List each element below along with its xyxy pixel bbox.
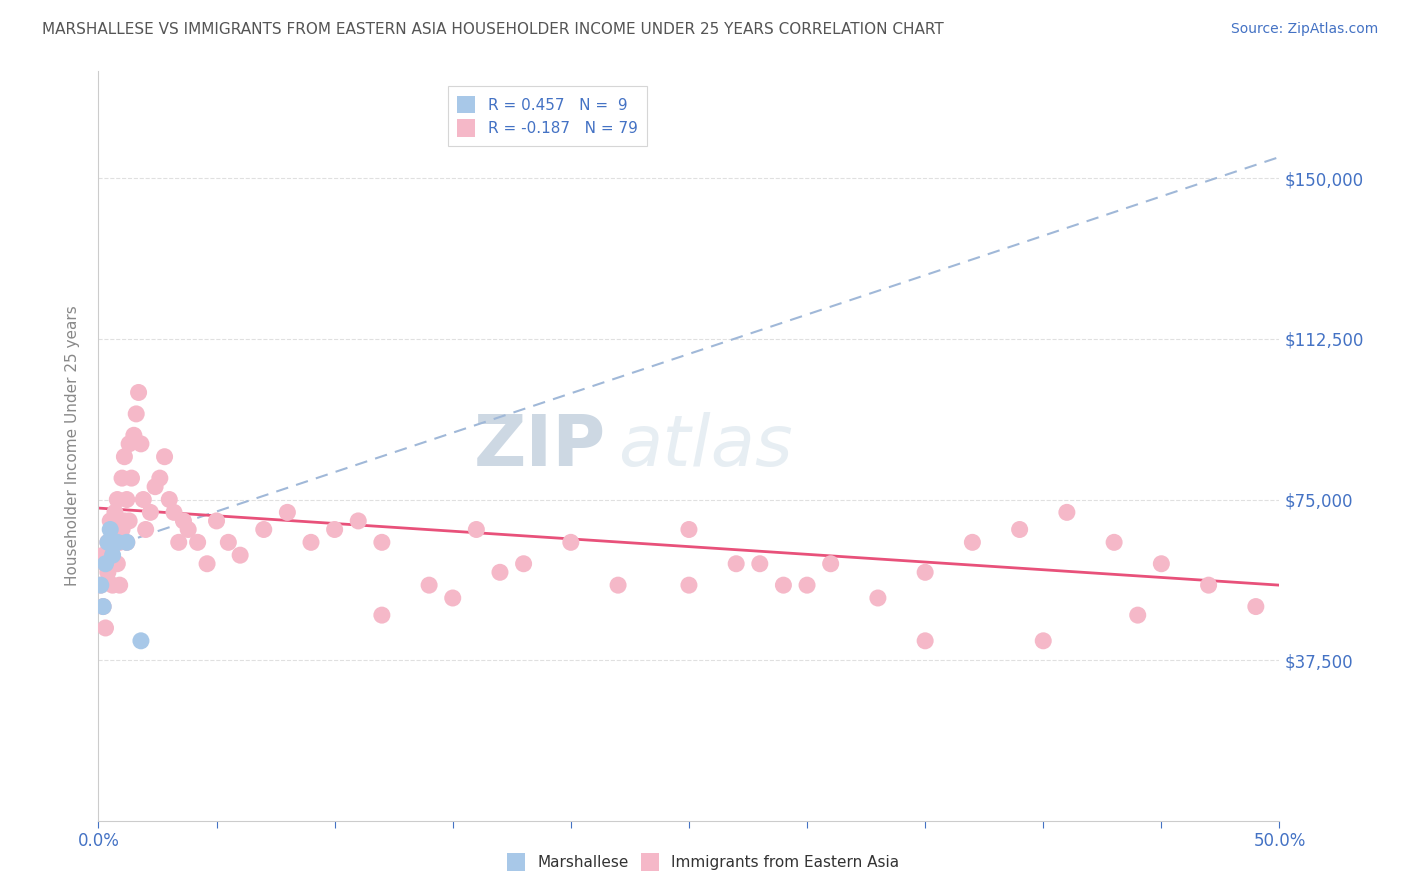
Point <box>129 633 152 648</box>
Point <box>229 548 252 562</box>
Point <box>157 492 180 507</box>
Point <box>253 523 276 537</box>
Point <box>135 523 157 537</box>
Point <box>98 514 121 528</box>
Point <box>1102 535 1125 549</box>
Point <box>167 535 190 549</box>
Point <box>90 578 112 592</box>
Point <box>560 535 582 549</box>
Point <box>143 480 166 494</box>
Point <box>97 566 120 580</box>
Point <box>678 578 700 592</box>
Point <box>121 471 143 485</box>
Point <box>149 471 172 485</box>
Point <box>1126 608 1149 623</box>
Point <box>98 523 121 537</box>
Point <box>108 535 131 549</box>
Point <box>139 505 162 519</box>
Point <box>205 514 228 528</box>
Point <box>91 599 114 614</box>
Point <box>866 591 889 605</box>
Point <box>347 514 370 528</box>
Point <box>101 548 124 562</box>
Point <box>112 514 135 528</box>
Point <box>94 621 117 635</box>
Point <box>1198 578 1220 592</box>
Point <box>97 535 120 549</box>
Point <box>104 523 127 537</box>
Point <box>125 407 148 421</box>
Point <box>112 450 135 464</box>
Point <box>441 591 464 605</box>
Point <box>371 608 394 623</box>
Point <box>962 535 984 549</box>
Point <box>914 566 936 580</box>
Point <box>111 471 134 485</box>
Point <box>129 437 152 451</box>
Point <box>914 633 936 648</box>
Point <box>163 505 186 519</box>
Point <box>512 557 534 571</box>
Text: atlas: atlas <box>619 411 793 481</box>
Point <box>820 557 842 571</box>
Point <box>187 535 209 549</box>
Point <box>177 523 200 537</box>
Point <box>97 535 120 549</box>
Point <box>276 505 298 519</box>
Point <box>748 557 770 571</box>
Text: Source: ZipAtlas.com: Source: ZipAtlas.com <box>1230 22 1378 37</box>
Point <box>118 437 141 451</box>
Point <box>725 557 748 571</box>
Point <box>607 578 630 592</box>
Point <box>796 578 818 592</box>
Point <box>172 514 194 528</box>
Point <box>1056 505 1078 519</box>
Point <box>195 557 218 571</box>
Point <box>101 535 124 549</box>
Point <box>1150 557 1173 571</box>
Point <box>217 535 239 549</box>
Legend: Marshallese, Immigrants from Eastern Asia: Marshallese, Immigrants from Eastern Asi… <box>501 847 905 877</box>
Point <box>132 492 155 507</box>
Point <box>772 578 794 592</box>
Point <box>122 428 145 442</box>
Point <box>101 578 124 592</box>
Point <box>108 578 131 592</box>
Point <box>1244 599 1267 614</box>
Text: ZIP: ZIP <box>474 411 606 481</box>
Point <box>105 535 128 549</box>
Point <box>153 450 176 464</box>
Legend: R = 0.457   N =  9, R = -0.187   N = 79: R = 0.457 N = 9, R = -0.187 N = 79 <box>449 87 647 146</box>
Point <box>1008 523 1031 537</box>
Point <box>94 557 117 571</box>
Text: MARSHALLESE VS IMMIGRANTS FROM EASTERN ASIA HOUSEHOLDER INCOME UNDER 25 YEARS CO: MARSHALLESE VS IMMIGRANTS FROM EASTERN A… <box>42 22 943 37</box>
Point <box>104 505 127 519</box>
Point <box>115 492 138 507</box>
Point <box>128 385 150 400</box>
Point <box>98 557 121 571</box>
Point <box>111 523 134 537</box>
Point <box>105 557 128 571</box>
Point <box>1032 633 1054 648</box>
Point <box>90 578 112 592</box>
Point <box>489 566 512 580</box>
Y-axis label: Householder Income Under 25 years: Householder Income Under 25 years <box>65 306 80 586</box>
Point <box>94 557 117 571</box>
Point <box>115 535 138 549</box>
Point <box>91 599 114 614</box>
Point <box>105 492 128 507</box>
Point <box>91 548 114 562</box>
Point <box>323 523 346 537</box>
Point <box>299 535 322 549</box>
Point <box>118 514 141 528</box>
Point <box>465 523 488 537</box>
Point <box>371 535 394 549</box>
Point <box>115 535 138 549</box>
Point <box>418 578 440 592</box>
Point <box>678 523 700 537</box>
